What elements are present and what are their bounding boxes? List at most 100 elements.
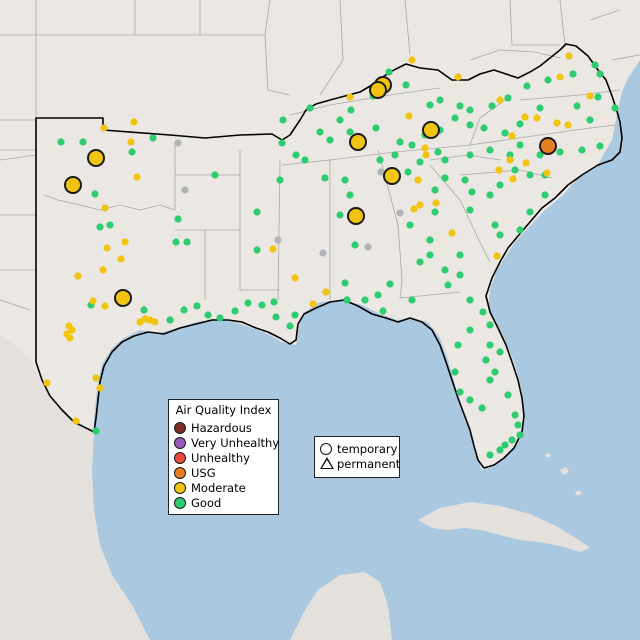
permanent-monitor-good[interactable] xyxy=(591,61,599,69)
permanent-monitor-good[interactable] xyxy=(496,348,504,356)
permanent-monitor-good[interactable] xyxy=(341,279,349,287)
permanent-monitor-moderate[interactable] xyxy=(521,113,529,121)
permanent-monitor-moderate[interactable] xyxy=(291,274,299,282)
permanent-monitor-moderate[interactable] xyxy=(130,118,138,126)
permanent-monitor-good[interactable] xyxy=(486,451,494,459)
permanent-monitor-good[interactable] xyxy=(343,296,351,304)
temporary-monitor-moderate[interactable] xyxy=(87,149,105,167)
permanent-monitor-good[interactable] xyxy=(508,436,516,444)
temporary-monitor-moderate[interactable] xyxy=(114,289,132,307)
permanent-monitor-moderate[interactable] xyxy=(66,334,74,342)
permanent-monitor-moderate[interactable] xyxy=(422,151,430,159)
permanent-monitor-good[interactable] xyxy=(426,101,434,109)
temporary-monitor-moderate[interactable] xyxy=(369,81,387,99)
permanent-monitor-moderate[interactable] xyxy=(405,112,413,120)
permanent-monitor-good[interactable] xyxy=(496,181,504,189)
permanent-monitor-good[interactable] xyxy=(431,186,439,194)
permanent-monitor-moderate[interactable] xyxy=(43,379,51,387)
permanent-monitor-moderate[interactable] xyxy=(121,238,129,246)
permanent-monitor-good[interactable] xyxy=(596,70,604,78)
permanent-monitor-good[interactable] xyxy=(466,206,474,214)
permanent-monitor-good[interactable] xyxy=(96,223,104,231)
permanent-monitor-moderate[interactable] xyxy=(103,244,111,252)
permanent-monitor-good[interactable] xyxy=(480,124,488,132)
permanent-monitor-moderate[interactable] xyxy=(586,92,594,100)
permanent-monitor-good[interactable] xyxy=(416,258,424,266)
permanent-monitor-good[interactable] xyxy=(434,148,442,156)
temporary-monitor-usg[interactable] xyxy=(539,137,557,155)
permanent-monitor-moderate[interactable] xyxy=(454,73,462,81)
permanent-monitor-good[interactable] xyxy=(385,68,393,76)
permanent-monitor-good[interactable] xyxy=(301,156,309,164)
permanent-monitor-good[interactable] xyxy=(468,188,476,196)
permanent-monitor-good[interactable] xyxy=(336,116,344,124)
permanent-monitor-good[interactable] xyxy=(536,104,544,112)
permanent-monitor-good[interactable] xyxy=(379,307,387,315)
permanent-monitor-good[interactable] xyxy=(504,94,512,102)
permanent-monitor-moderate[interactable] xyxy=(553,119,561,127)
permanent-monitor-good[interactable] xyxy=(402,81,410,89)
permanent-monitor-no-data[interactable] xyxy=(364,243,372,251)
permanent-monitor-good[interactable] xyxy=(172,238,180,246)
permanent-monitor-good[interactable] xyxy=(511,411,519,419)
permanent-monitor-moderate[interactable] xyxy=(346,93,354,101)
permanent-monitor-good[interactable] xyxy=(306,104,314,112)
permanent-monitor-moderate[interactable] xyxy=(101,204,109,212)
permanent-monitor-good[interactable] xyxy=(408,296,416,304)
permanent-monitor-good[interactable] xyxy=(253,208,261,216)
permanent-monitor-good[interactable] xyxy=(441,156,449,164)
permanent-monitor-good[interactable] xyxy=(91,190,99,198)
permanent-monitor-moderate[interactable] xyxy=(100,124,108,132)
permanent-monitor-good[interactable] xyxy=(286,322,294,330)
temporary-monitor-moderate[interactable] xyxy=(349,133,367,151)
permanent-monitor-good[interactable] xyxy=(466,396,474,404)
permanent-monitor-moderate[interactable] xyxy=(99,266,107,274)
permanent-monitor-good[interactable] xyxy=(140,306,148,314)
permanent-monitor-moderate[interactable] xyxy=(117,255,125,263)
permanent-monitor-good[interactable] xyxy=(106,221,114,229)
permanent-monitor-good[interactable] xyxy=(496,231,504,239)
permanent-monitor-good[interactable] xyxy=(451,114,459,122)
permanent-monitor-no-data[interactable] xyxy=(396,209,404,217)
temporary-monitor-moderate[interactable] xyxy=(347,207,365,225)
permanent-monitor-good[interactable] xyxy=(516,431,524,439)
permanent-monitor-good[interactable] xyxy=(544,76,552,84)
permanent-monitor-moderate[interactable] xyxy=(496,96,504,104)
permanent-monitor-good[interactable] xyxy=(321,174,329,182)
temporary-monitor-moderate[interactable] xyxy=(422,121,440,139)
permanent-monitor-no-data[interactable] xyxy=(377,168,385,176)
permanent-monitor-good[interactable] xyxy=(594,93,602,101)
permanent-monitor-good[interactable] xyxy=(451,368,459,376)
permanent-monitor-good[interactable] xyxy=(541,191,549,199)
permanent-monitor-good[interactable] xyxy=(516,226,524,234)
permanent-monitor-moderate[interactable] xyxy=(543,169,551,177)
permanent-monitor-good[interactable] xyxy=(57,138,65,146)
permanent-monitor-good[interactable] xyxy=(456,388,464,396)
permanent-monitor-good[interactable] xyxy=(346,128,354,136)
permanent-monitor-good[interactable] xyxy=(611,104,619,112)
permanent-monitor-good[interactable] xyxy=(270,298,278,306)
permanent-monitor-good[interactable] xyxy=(316,128,324,136)
permanent-monitor-good[interactable] xyxy=(501,441,509,449)
permanent-monitor-moderate[interactable] xyxy=(410,205,418,213)
permanent-monitor-good[interactable] xyxy=(336,211,344,219)
permanent-monitor-good[interactable] xyxy=(372,124,380,132)
permanent-monitor-good[interactable] xyxy=(253,246,261,254)
permanent-monitor-good[interactable] xyxy=(341,176,349,184)
permanent-monitor-good[interactable] xyxy=(416,158,424,166)
permanent-monitor-moderate[interactable] xyxy=(432,199,440,207)
permanent-monitor-good[interactable] xyxy=(526,208,534,216)
permanent-monitor-no-data[interactable] xyxy=(174,139,182,147)
permanent-monitor-good[interactable] xyxy=(193,302,201,310)
permanent-monitor-good[interactable] xyxy=(279,116,287,124)
permanent-monitor-good[interactable] xyxy=(486,321,494,329)
permanent-monitor-good[interactable] xyxy=(466,106,474,114)
permanent-monitor-good[interactable] xyxy=(216,314,224,322)
permanent-monitor-moderate[interactable] xyxy=(72,417,80,425)
permanent-monitor-moderate[interactable] xyxy=(448,229,456,237)
permanent-monitor-moderate[interactable] xyxy=(493,252,501,260)
permanent-monitor-good[interactable] xyxy=(166,316,174,324)
permanent-monitor-good[interactable] xyxy=(466,151,474,159)
permanent-monitor-moderate[interactable] xyxy=(414,176,422,184)
